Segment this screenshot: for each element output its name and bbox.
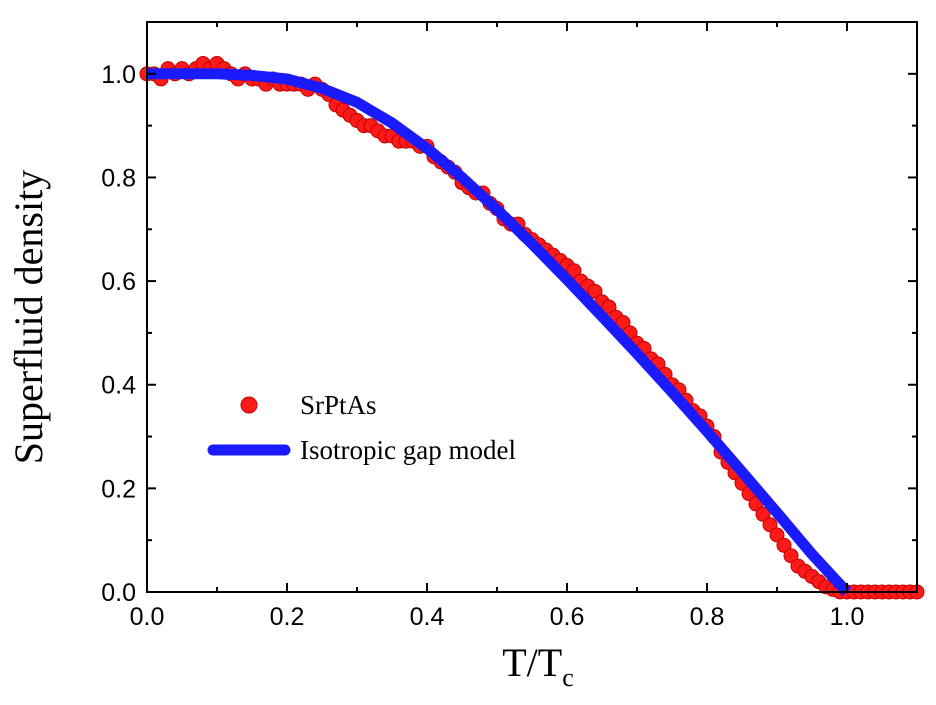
y-tick-label: 0.6 (101, 268, 136, 296)
y-tick-label: 0.4 (101, 372, 136, 400)
plot-frame (146, 21, 918, 593)
data-point-srptas (762, 517, 778, 533)
x-tick-label: 1.0 (830, 603, 865, 631)
y-tick-label: 1.0 (101, 61, 136, 89)
data-markers-layer (139, 55, 925, 600)
data-point-srptas (783, 548, 799, 564)
x-tick-label: 0.2 (270, 603, 305, 631)
x-tick-label: 0.4 (410, 603, 445, 631)
axis-ticks (146, 22, 917, 593)
legend-label-srptas: SrPtAs (300, 390, 377, 420)
x-axis-title-main: T/T (502, 640, 562, 685)
x-axis-title-subscript: c (562, 663, 574, 692)
y-axis-title: Superfluid density (6, 170, 51, 464)
y-tick-label: 0.8 (101, 164, 136, 192)
data-point-srptas (566, 263, 582, 279)
x-tick-label: 0.6 (550, 603, 585, 631)
x-axis-title: T/Tc (502, 640, 574, 692)
data-point-srptas (755, 506, 771, 522)
data-point-srptas (601, 299, 617, 315)
x-tick-label: 0.8 (690, 603, 725, 631)
data-point-srptas (769, 527, 785, 543)
legend-marker-srptas (240, 396, 258, 414)
series-line-isotropic-gap-model (147, 68, 852, 596)
data-point-srptas (615, 315, 631, 331)
x-tick-labels: 0.0 0.2 0.4 0.6 0.8 1.0 (130, 603, 865, 631)
legend: SrPtAs Isotropic gap model (207, 390, 516, 465)
legend-label-isotropic-gap-model: Isotropic gap model (300, 435, 516, 465)
x-tick-label: 0.0 (130, 603, 165, 631)
data-point-srptas (587, 283, 603, 299)
y-tick-labels: 0.0 0.2 0.4 0.6 0.8 1.0 (101, 61, 136, 607)
y-tick-label: 0.0 (101, 579, 136, 607)
y-tick-label: 0.2 (101, 475, 136, 503)
model-line-layer (147, 68, 852, 596)
data-point-srptas (776, 537, 792, 553)
